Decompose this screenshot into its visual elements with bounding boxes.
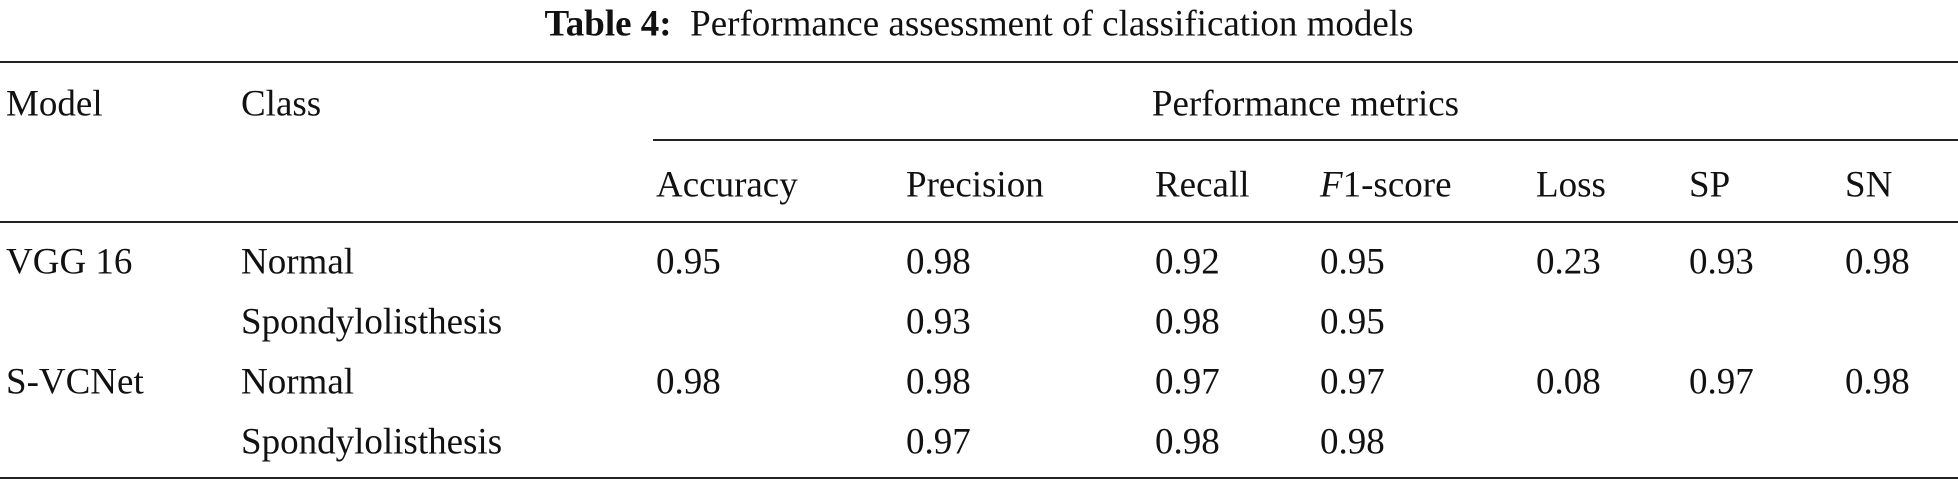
header-cell: Precision	[906, 164, 1044, 206]
metric-cell: 0.93	[906, 301, 971, 343]
metric-cell: 0.98	[906, 241, 971, 283]
metric-cell: 0.98	[1845, 241, 1910, 283]
group-rule	[653, 139, 1958, 141]
metric-cell: 0.98	[1155, 421, 1220, 463]
metric-cell: 0.95	[1320, 241, 1385, 283]
model-cell: S-VCNet	[6, 361, 144, 403]
class-cell: Spondylolisthesis	[241, 301, 503, 343]
header-cell: Model	[6, 83, 103, 125]
metric-cell: 0.98	[906, 361, 971, 403]
metric-cell: 0.23	[1536, 241, 1601, 283]
header-cell: Class	[241, 83, 322, 125]
metric-cell: 0.92	[1155, 241, 1220, 283]
header-group: Performance metrics	[1151, 83, 1460, 125]
caption-text: Performance assessment of classification…	[690, 3, 1414, 45]
metric-cell: 0.98	[656, 361, 721, 403]
header-cell: Recall	[1155, 164, 1250, 206]
metric-cell: 0.08	[1536, 361, 1601, 403]
metric-cell: 0.95	[656, 241, 721, 283]
table-caption: Table 4: Performance assessment of class…	[0, 6, 1958, 43]
header-cell: Accuracy	[656, 164, 798, 206]
top-rule	[0, 61, 1958, 63]
bottom-rule	[0, 477, 1958, 479]
class-cell: Normal	[241, 361, 355, 403]
model-cell: VGG 16	[6, 241, 133, 283]
header-cell: SP	[1689, 164, 1731, 206]
metric-cell: 0.97	[1320, 361, 1385, 403]
metric-cell: 0.97	[906, 421, 971, 463]
metric-cell: 0.95	[1320, 301, 1385, 343]
class-cell: Spondylolisthesis	[241, 421, 503, 463]
metric-cell: 0.97	[1155, 361, 1220, 403]
header-cell: F1-score	[1320, 164, 1452, 206]
metric-cell: 0.97	[1689, 361, 1754, 403]
caption-label: Table 4:	[544, 3, 672, 45]
metric-cell: 0.98	[1845, 361, 1910, 403]
metric-cell: 0.93	[1689, 241, 1754, 283]
metric-cell: 0.98	[1155, 301, 1220, 343]
header-cell: Loss	[1536, 164, 1606, 206]
header-cell: SN	[1845, 164, 1893, 206]
metric-cell: 0.98	[1320, 421, 1385, 463]
header-rule	[0, 221, 1958, 223]
class-cell: Normal	[241, 241, 355, 283]
